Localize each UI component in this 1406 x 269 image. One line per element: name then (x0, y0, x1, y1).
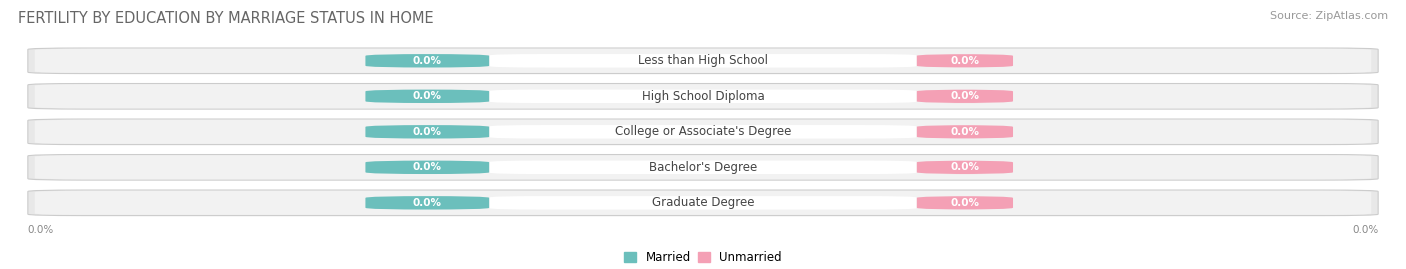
FancyBboxPatch shape (489, 125, 917, 139)
FancyBboxPatch shape (28, 83, 1378, 109)
FancyBboxPatch shape (35, 191, 1371, 215)
Text: FERTILITY BY EDUCATION BY MARRIAGE STATUS IN HOME: FERTILITY BY EDUCATION BY MARRIAGE STATU… (18, 11, 434, 26)
Text: 0.0%: 0.0% (950, 198, 980, 208)
FancyBboxPatch shape (917, 161, 1014, 174)
Text: Bachelor's Degree: Bachelor's Degree (650, 161, 756, 174)
FancyBboxPatch shape (917, 54, 1014, 68)
Text: 0.0%: 0.0% (950, 56, 980, 66)
Text: 0.0%: 0.0% (950, 91, 980, 101)
FancyBboxPatch shape (917, 196, 1014, 210)
FancyBboxPatch shape (366, 161, 489, 174)
FancyBboxPatch shape (28, 48, 1378, 74)
Text: 0.0%: 0.0% (413, 56, 441, 66)
Text: Graduate Degree: Graduate Degree (652, 196, 754, 209)
FancyBboxPatch shape (366, 125, 489, 139)
FancyBboxPatch shape (917, 125, 1014, 139)
FancyBboxPatch shape (489, 196, 917, 210)
FancyBboxPatch shape (35, 120, 1371, 144)
FancyBboxPatch shape (489, 54, 917, 68)
Text: 0.0%: 0.0% (413, 198, 441, 208)
FancyBboxPatch shape (35, 49, 1371, 73)
FancyBboxPatch shape (28, 190, 1378, 216)
FancyBboxPatch shape (917, 90, 1014, 103)
Text: 0.0%: 0.0% (413, 162, 441, 172)
Text: High School Diploma: High School Diploma (641, 90, 765, 103)
FancyBboxPatch shape (489, 90, 917, 103)
FancyBboxPatch shape (366, 54, 489, 68)
FancyBboxPatch shape (366, 196, 489, 210)
FancyBboxPatch shape (28, 119, 1378, 145)
FancyBboxPatch shape (489, 161, 917, 174)
Text: 0.0%: 0.0% (413, 91, 441, 101)
Text: 0.0%: 0.0% (28, 225, 53, 235)
Text: Source: ZipAtlas.com: Source: ZipAtlas.com (1270, 11, 1388, 21)
Text: College or Associate's Degree: College or Associate's Degree (614, 125, 792, 138)
Text: 0.0%: 0.0% (1353, 225, 1378, 235)
FancyBboxPatch shape (366, 90, 489, 103)
Text: Less than High School: Less than High School (638, 54, 768, 67)
FancyBboxPatch shape (28, 154, 1378, 180)
Text: 0.0%: 0.0% (950, 127, 980, 137)
Text: 0.0%: 0.0% (413, 127, 441, 137)
FancyBboxPatch shape (35, 84, 1371, 108)
Legend: Married, Unmarried: Married, Unmarried (624, 252, 782, 264)
Text: 0.0%: 0.0% (950, 162, 980, 172)
FancyBboxPatch shape (35, 155, 1371, 179)
